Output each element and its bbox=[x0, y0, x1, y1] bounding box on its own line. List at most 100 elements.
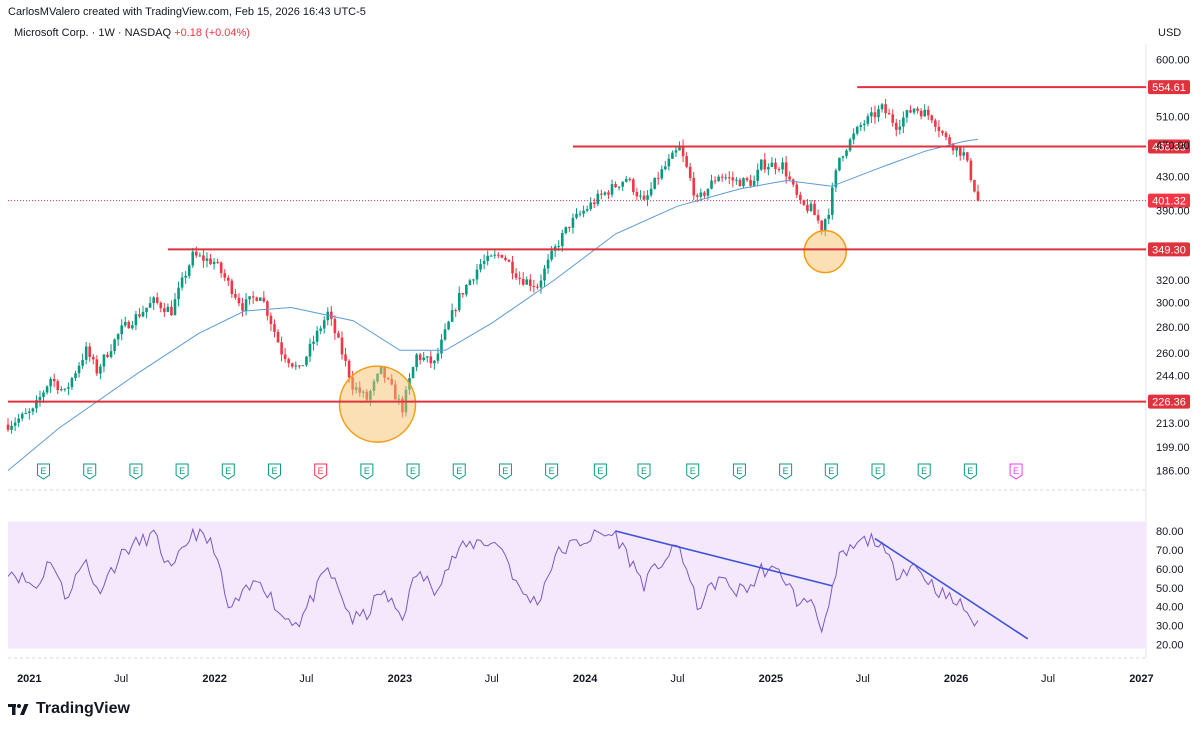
earnings-marker[interactable]: E bbox=[918, 464, 930, 479]
earnings-marker[interactable]: E bbox=[315, 464, 327, 479]
earnings-marker[interactable]: E bbox=[268, 464, 280, 479]
earnings-label: E bbox=[87, 466, 93, 476]
price-tick-label: 430.00 bbox=[1156, 171, 1190, 183]
candle-body bbox=[319, 329, 322, 331]
time-axis[interactable]: 2021 Jul 2022 Jul 2023 Jul 2024 Jul 2025 Jul 2026 J… bbox=[17, 673, 1154, 685]
tradingview-brand[interactable]: TradingView bbox=[8, 700, 130, 718]
candle bbox=[341, 331, 344, 359]
candle bbox=[799, 192, 802, 204]
candle bbox=[465, 284, 468, 297]
time-tick-label: Jul bbox=[856, 673, 870, 685]
candle-body bbox=[664, 166, 667, 169]
candle-body bbox=[817, 215, 820, 220]
candle-body bbox=[660, 169, 663, 178]
candle-body bbox=[156, 297, 159, 302]
candle bbox=[156, 293, 159, 305]
candle bbox=[60, 386, 63, 391]
candle-body bbox=[852, 134, 855, 140]
candle-body bbox=[32, 408, 35, 411]
candle bbox=[305, 356, 308, 367]
candle bbox=[593, 198, 596, 208]
candle-body bbox=[611, 184, 614, 195]
candle-body bbox=[273, 324, 276, 332]
earnings-marker[interactable]: E bbox=[825, 464, 837, 479]
earnings-marker[interactable]: E bbox=[638, 464, 650, 479]
candle bbox=[92, 354, 95, 364]
candle-body bbox=[145, 308, 148, 312]
price-tick-label: 186.00 bbox=[1156, 466, 1190, 478]
earnings-marker[interactable]: E bbox=[407, 464, 419, 479]
earnings-marker[interactable]: E bbox=[130, 464, 142, 479]
earnings-marker[interactable]: E bbox=[964, 464, 976, 479]
candle-body bbox=[248, 296, 251, 299]
earnings-marker[interactable]: E bbox=[38, 464, 50, 479]
rsi-tick-label: 60.00 bbox=[1156, 564, 1184, 576]
earnings-marker[interactable]: E bbox=[176, 464, 188, 479]
earnings-marker[interactable]: E bbox=[546, 464, 558, 479]
candle bbox=[625, 176, 628, 183]
earnings-label: E bbox=[179, 466, 185, 476]
candle bbox=[884, 99, 887, 118]
candle-body bbox=[827, 215, 830, 219]
earnings-marker[interactable]: E bbox=[84, 464, 96, 479]
candle-body bbox=[110, 351, 113, 357]
earnings-marker[interactable]: E bbox=[594, 464, 606, 479]
candle-body bbox=[977, 191, 980, 200]
candle bbox=[469, 279, 472, 286]
candle-body bbox=[824, 219, 827, 230]
candle bbox=[419, 353, 422, 364]
candle bbox=[106, 352, 109, 358]
candle bbox=[39, 391, 42, 407]
candle bbox=[781, 158, 784, 174]
candle bbox=[412, 366, 415, 378]
price-axis[interactable]: 554.61 468.33 349.30 226.36 401.32 600.00 510.… bbox=[1148, 55, 1190, 478]
earnings-marker[interactable]: E bbox=[687, 464, 699, 479]
candle-body bbox=[795, 185, 798, 195]
candle bbox=[611, 180, 614, 198]
candle-body bbox=[42, 392, 45, 397]
candle-body bbox=[540, 281, 543, 288]
candle-body bbox=[241, 303, 244, 311]
candle-body bbox=[522, 279, 525, 285]
candle-body bbox=[74, 373, 77, 378]
candle-body bbox=[479, 264, 482, 270]
earnings-marker[interactable]: E bbox=[872, 464, 884, 479]
candle-body bbox=[586, 209, 589, 211]
earnings-label: E bbox=[1013, 466, 1019, 476]
candle-body bbox=[287, 359, 290, 363]
rsi-tick-label: 20.00 bbox=[1156, 640, 1184, 652]
candle bbox=[859, 122, 862, 131]
candle-body bbox=[60, 389, 63, 390]
candle bbox=[842, 156, 845, 162]
earnings-marker[interactable]: E bbox=[780, 464, 792, 479]
candle-body bbox=[756, 170, 759, 181]
earnings-marker[interactable]: E bbox=[1010, 464, 1022, 479]
candle-body bbox=[774, 163, 777, 169]
time-tick-label: Jul bbox=[114, 673, 128, 685]
candle bbox=[152, 296, 155, 310]
candle-body bbox=[113, 339, 116, 351]
candle-body bbox=[934, 120, 937, 127]
candle-body bbox=[859, 125, 862, 127]
candle bbox=[113, 338, 116, 354]
candle bbox=[78, 362, 81, 378]
candle-body bbox=[970, 161, 973, 180]
candle-body bbox=[575, 214, 578, 218]
candle bbox=[174, 293, 177, 315]
earnings-label: E bbox=[225, 466, 231, 476]
earnings-marker[interactable]: E bbox=[499, 464, 511, 479]
candle-body bbox=[469, 280, 472, 285]
earnings-marker[interactable]: E bbox=[453, 464, 465, 479]
earnings-marker[interactable]: E bbox=[222, 464, 234, 479]
candle bbox=[621, 181, 624, 191]
candle bbox=[675, 147, 678, 157]
candle bbox=[74, 371, 77, 381]
candle-body bbox=[71, 378, 74, 387]
candle bbox=[96, 355, 99, 376]
earnings-marker[interactable]: E bbox=[361, 464, 373, 479]
rsi-axis[interactable]: 80.00 70.00 60.00 50.00 40.00 30.00 20.00 bbox=[1156, 526, 1184, 652]
earnings-marker[interactable]: E bbox=[733, 464, 745, 479]
time-tick-label: 2023 bbox=[388, 673, 412, 685]
candle-body bbox=[284, 354, 287, 359]
